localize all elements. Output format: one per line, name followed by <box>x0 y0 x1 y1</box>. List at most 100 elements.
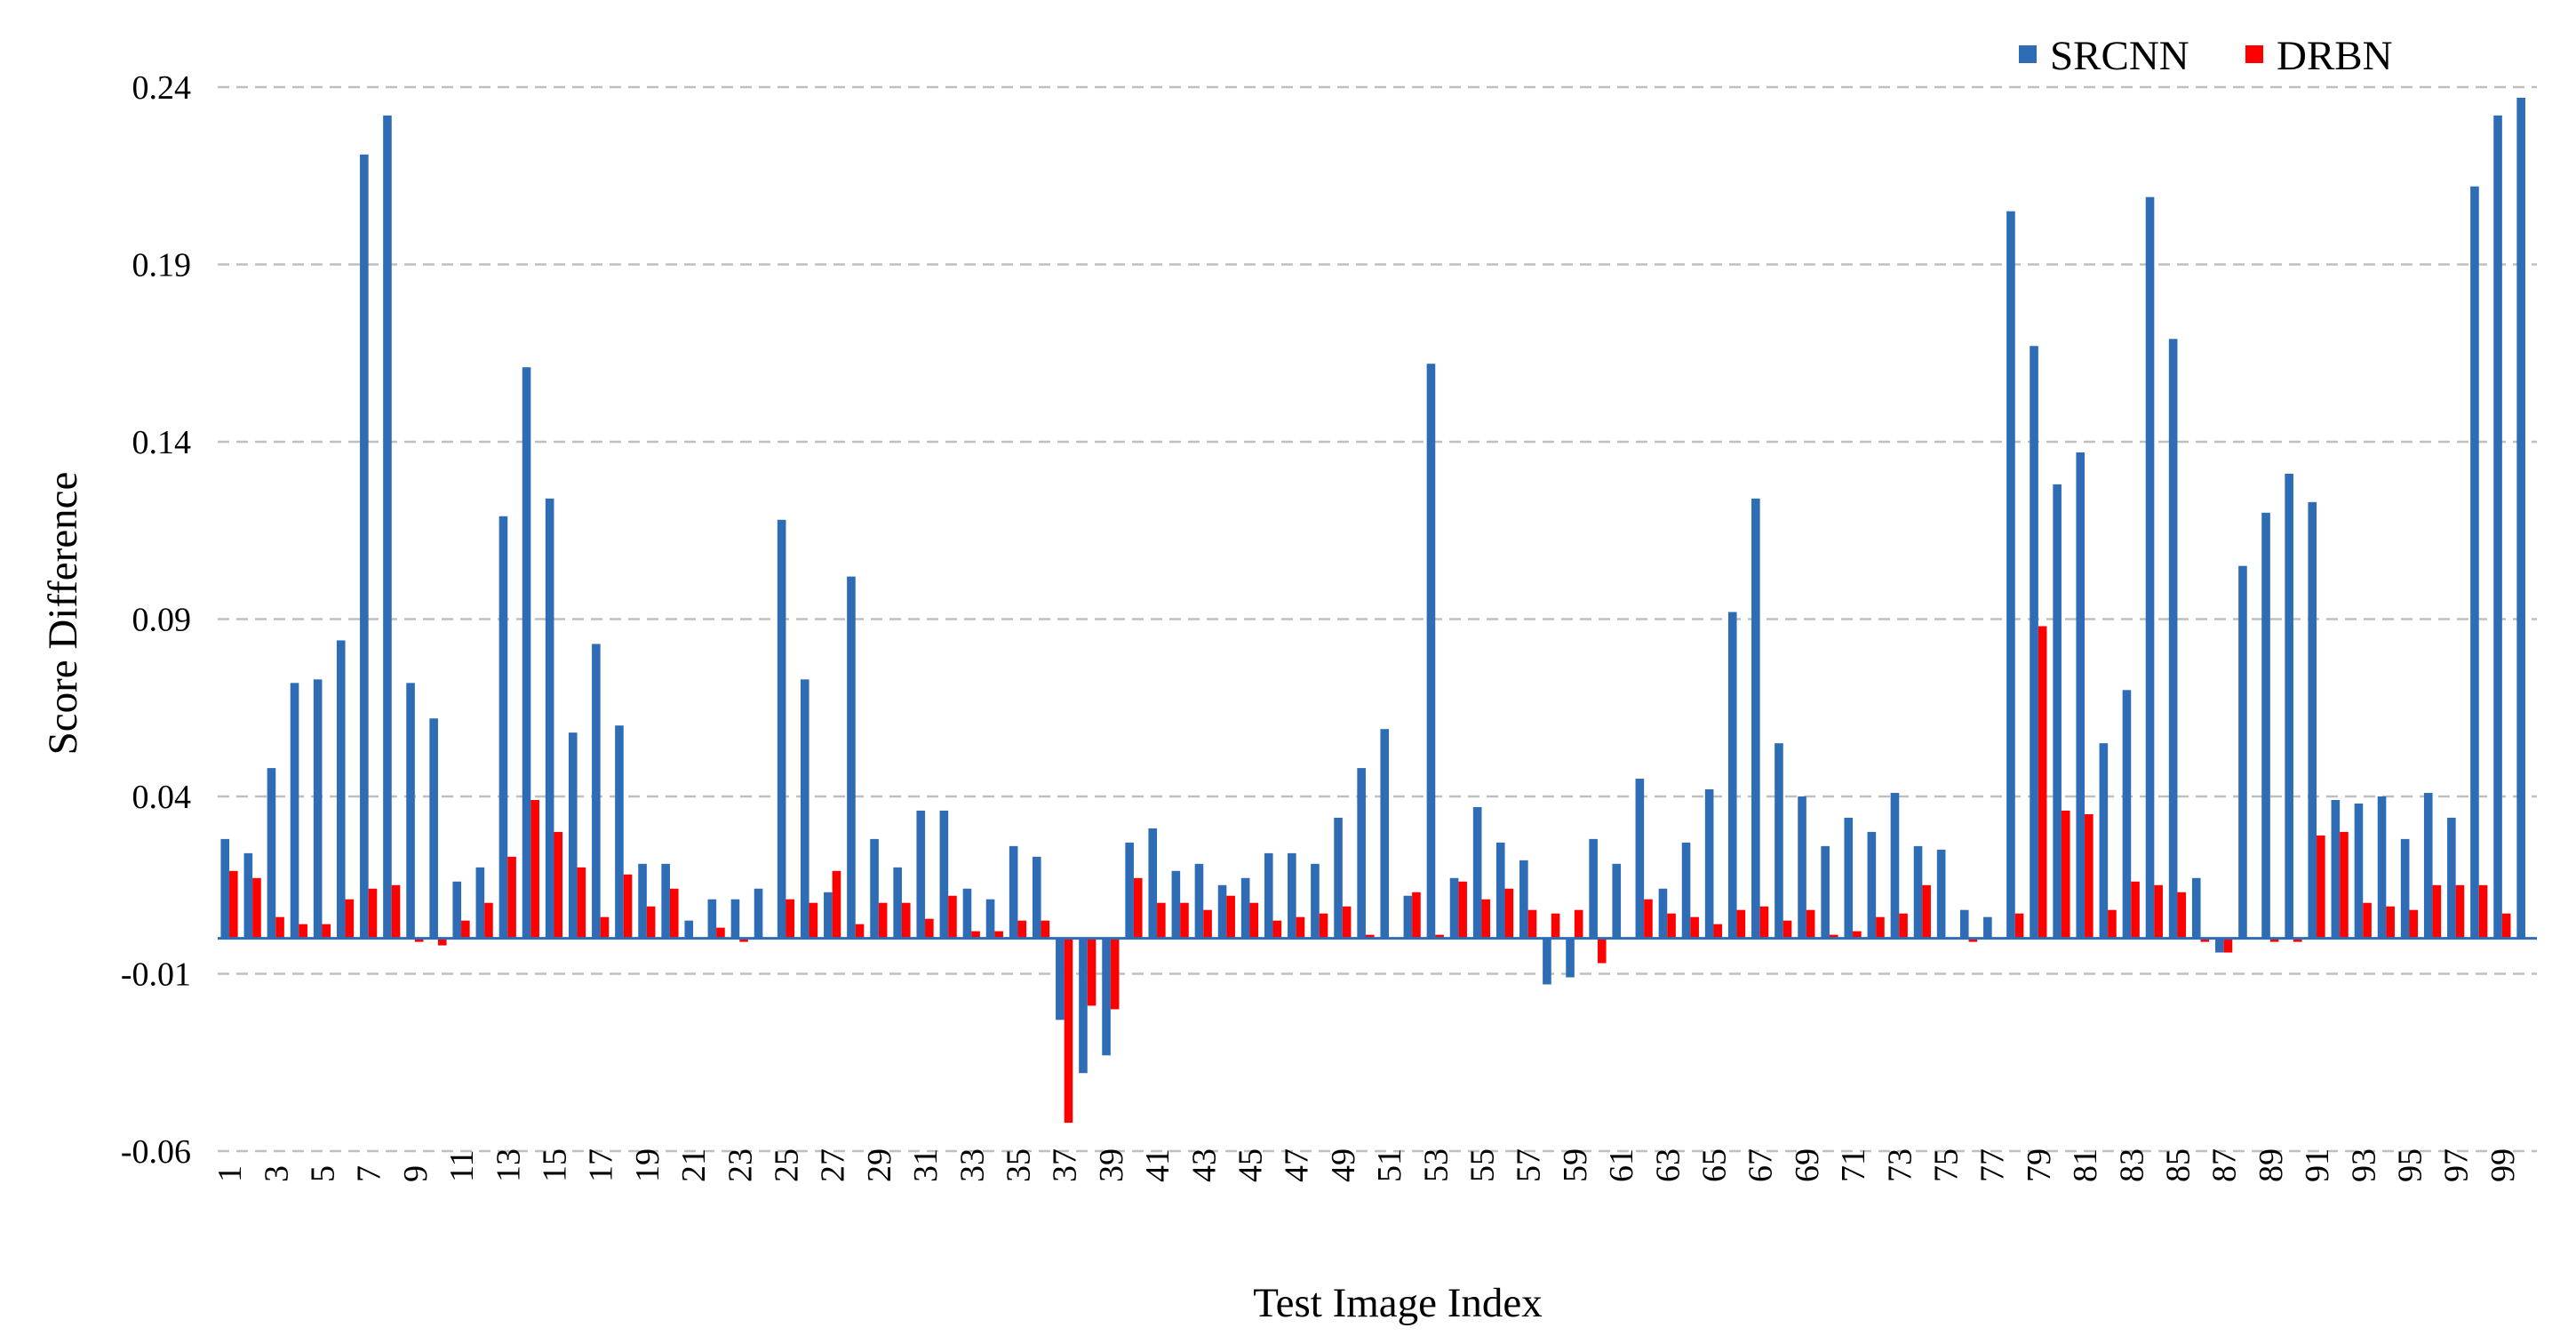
x-tick-label: 1 <box>211 1165 249 1182</box>
bar-drbn-82 <box>2108 909 2117 939</box>
bar-srcnn-84 <box>2145 196 2155 939</box>
x-tick-label: 57 <box>1511 1148 1548 1182</box>
bar-drbn-10 <box>437 938 447 946</box>
x-tick-label: 99 <box>2484 1148 2522 1182</box>
bar-srcnn-99 <box>2493 115 2502 939</box>
bar-drbn-32 <box>948 895 957 939</box>
x-axis-tick-labels: 1 3 5 7 9 11 13 15 17 19 21 23 25 27 29 31 33 35 37 39 41 43 4… <box>211 1148 2522 1182</box>
bar-srcnn-32 <box>939 810 949 939</box>
bar-drbn-92 <box>2340 831 2349 939</box>
bar-srcnn-98 <box>2470 186 2479 939</box>
bar-drbn-11 <box>461 920 470 939</box>
bar-srcnn-19 <box>638 863 647 939</box>
x-tick-label: 19 <box>629 1148 666 1182</box>
y-tick-label: 0.24 <box>132 69 192 107</box>
x-tick-label: 97 <box>2438 1148 2476 1182</box>
bar-srcnn-75 <box>1936 849 1946 939</box>
x-tick-label: 53 <box>1417 1148 1455 1182</box>
bar-drbn-74 <box>1922 884 1931 939</box>
bar-srcnn-7 <box>360 154 369 939</box>
bar-srcnn-51 <box>1380 729 1390 939</box>
x-tick-label: 45 <box>1232 1148 1269 1182</box>
bar-drbn-97 <box>2455 884 2465 939</box>
bar-drbn-7 <box>368 888 378 939</box>
x-tick-label: 43 <box>1185 1148 1223 1182</box>
bar-drbn-99 <box>2501 913 2511 939</box>
bar-drbn-50 <box>1365 934 1375 939</box>
bar-srcnn-52 <box>1403 895 1413 939</box>
x-tick-label: 5 <box>304 1165 341 1182</box>
bar-srcnn-1 <box>220 838 230 939</box>
x-tick-label: 77 <box>1974 1148 2012 1182</box>
x-tick-label: 37 <box>1047 1148 1084 1182</box>
x-tick-label: 31 <box>907 1148 945 1182</box>
bar-drbn-29 <box>878 902 888 939</box>
bar-srcnn-83 <box>2122 690 2132 939</box>
bar-drbn-46 <box>1272 920 1282 939</box>
bar-drbn-35 <box>1017 920 1027 939</box>
bar-drbn-4 <box>299 924 307 939</box>
bar-drbn-47 <box>1296 916 1305 939</box>
bar-srcnn-33 <box>962 888 972 939</box>
bar-drbn-38 <box>1087 938 1097 1006</box>
x-tick-label: 7 <box>351 1165 388 1182</box>
x-tick-label: 33 <box>953 1148 991 1182</box>
y-tick-label: 0.04 <box>132 779 192 816</box>
x-tick-label: 47 <box>1279 1148 1316 1182</box>
bar-drbn-16 <box>577 867 586 939</box>
bar-srcnn-13 <box>498 516 508 939</box>
y-tick-label: 0.14 <box>132 424 192 461</box>
bar-drbn-94 <box>2386 906 2395 939</box>
bar-drbn-8 <box>391 884 401 939</box>
bar-srcnn-76 <box>1959 909 1969 939</box>
bar-srcnn-62 <box>1635 779 1645 939</box>
x-tick-label: 35 <box>1000 1148 1037 1182</box>
bar-srcnn-67 <box>1751 498 1760 939</box>
bar-drbn-31 <box>925 918 934 939</box>
bar-srcnn-20 <box>661 863 670 939</box>
x-tick-label: 51 <box>1371 1148 1408 1182</box>
bar-drbn-36 <box>1041 920 1050 939</box>
bar-srcnn-94 <box>2377 796 2387 939</box>
bar-srcnn-9 <box>406 683 415 939</box>
bar-drbn-59 <box>1574 909 1583 939</box>
x-tick-label: 61 <box>1603 1148 1640 1182</box>
bar-srcnn-46 <box>1264 852 1273 939</box>
bar-srcnn-31 <box>916 810 926 939</box>
bar-srcnn-100 <box>2516 97 2525 939</box>
bar-drbn-14 <box>530 799 539 939</box>
bar-drbn-57 <box>1527 909 1537 939</box>
bar-srcnn-97 <box>2447 817 2456 939</box>
bar-drbn-54 <box>1458 881 1467 939</box>
bar-srcnn-30 <box>893 867 902 939</box>
x-tick-label: 85 <box>2159 1148 2197 1182</box>
bar-srcnn-28 <box>847 576 856 939</box>
bar-drbn-81 <box>2085 813 2093 939</box>
bar-srcnn-93 <box>2354 803 2364 939</box>
bar-drbn-34 <box>994 931 1003 939</box>
bar-srcnn-14 <box>522 367 531 939</box>
bar-srcnn-39 <box>1102 938 1111 1056</box>
bar-srcnn-11 <box>452 881 462 939</box>
bar-drbn-43 <box>1203 909 1212 939</box>
bar-drbn-13 <box>507 856 516 939</box>
bar-srcnn-64 <box>1681 842 1691 939</box>
x-tick-label: 3 <box>258 1165 295 1182</box>
bar-drbn-25 <box>786 899 795 939</box>
x-tick-label: 95 <box>2391 1148 2428 1182</box>
bar-srcnn-57 <box>1519 860 1528 939</box>
y-axis-tick-labels: -0.06 -0.01 0.04 0.09 0.14 0.19 0.24 <box>121 69 191 1171</box>
bar-srcnn-22 <box>707 899 717 939</box>
bar-srcnn-59 <box>1566 938 1575 978</box>
x-tick-label: 83 <box>2113 1148 2150 1182</box>
bar-srcnn-79 <box>2030 346 2038 939</box>
bar-srcnn-71 <box>1844 817 1854 939</box>
bar-drbn-1 <box>229 870 238 939</box>
bar-srcnn-80 <box>2053 484 2062 939</box>
bar-srcnn-38 <box>1079 938 1088 1074</box>
bar-drbn-83 <box>2131 881 2140 939</box>
bar-drbn-27 <box>832 870 841 939</box>
x-tick-label: 91 <box>2299 1148 2336 1182</box>
bar-drbn-96 <box>2432 884 2442 939</box>
bar-srcnn-34 <box>985 899 995 939</box>
